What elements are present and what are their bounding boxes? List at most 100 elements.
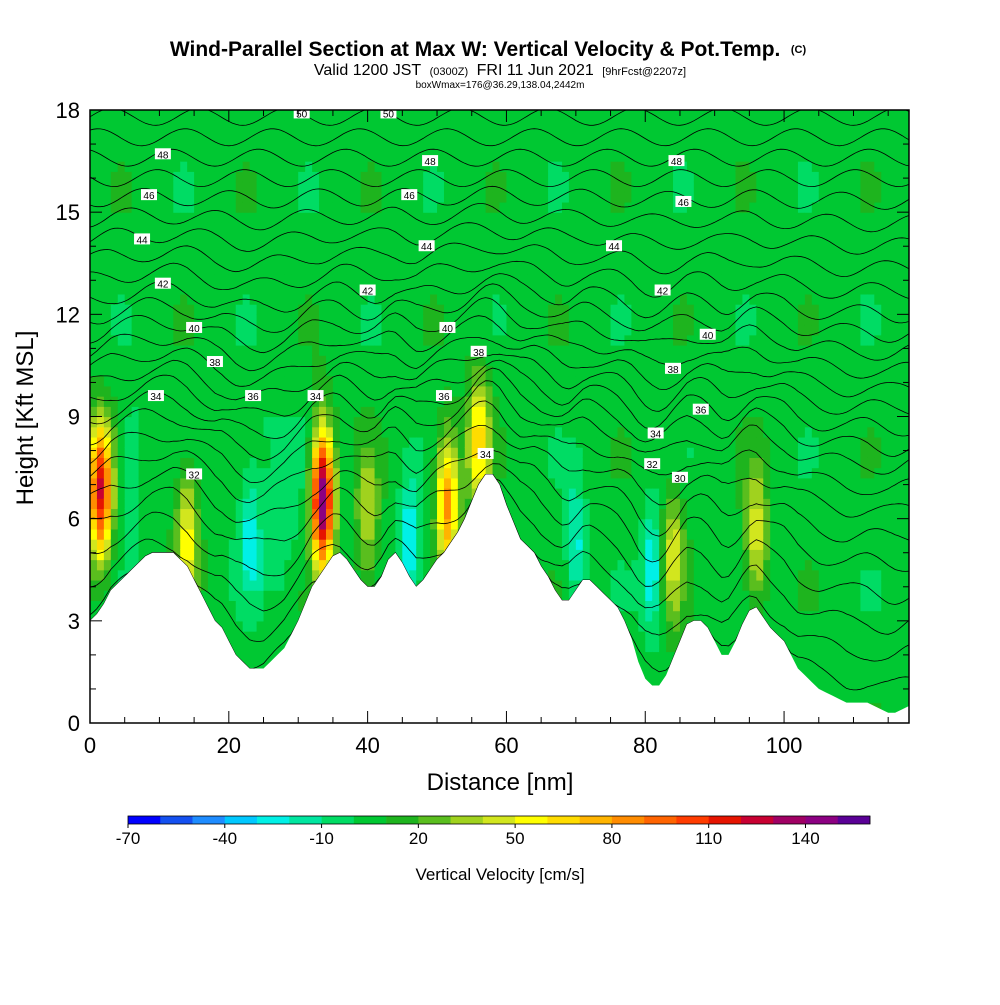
- velocity-cell: [353, 150, 362, 162]
- velocity-cell: [603, 375, 612, 387]
- velocity-cell: [263, 283, 272, 295]
- velocity-cell: [506, 140, 514, 152]
- velocity-cell: [270, 344, 278, 356]
- velocity-cell: [555, 110, 563, 121]
- velocity-cell: [645, 365, 653, 377]
- velocity-cell: [645, 406, 653, 418]
- velocity-cell: [124, 396, 133, 407]
- velocity-cell: [221, 590, 230, 601]
- velocity-cell: [423, 161, 431, 172]
- velocity-cell: [548, 232, 556, 244]
- velocity-cell: [138, 263, 147, 275]
- velocity-cell: [430, 355, 438, 367]
- velocity-cell: [492, 304, 501, 315]
- velocity-cell: [166, 161, 174, 172]
- velocity-cell: [201, 161, 209, 172]
- velocity-cell: [402, 477, 410, 489]
- velocity-cell: [96, 539, 105, 550]
- velocity-cell: [346, 191, 355, 203]
- velocity-cell: [534, 508, 542, 520]
- velocity-cell: [284, 528, 292, 540]
- velocity-cell: [520, 130, 528, 142]
- velocity-cell: [159, 140, 167, 152]
- velocity-cell: [284, 549, 292, 561]
- velocity-cell: [534, 385, 542, 397]
- velocity-cell: [159, 447, 167, 458]
- velocity-cell: [312, 365, 320, 377]
- velocity-cell: [499, 344, 508, 356]
- velocity-cell: [464, 150, 473, 162]
- velocity-cell: [471, 355, 480, 367]
- velocity-cell: [610, 181, 619, 193]
- velocity-cell: [256, 447, 265, 458]
- velocity-cell: [381, 212, 390, 223]
- velocity-cell: [339, 293, 348, 305]
- velocity-cell: [561, 120, 570, 132]
- velocity-cell: [298, 590, 306, 601]
- velocity-cell: [360, 304, 369, 315]
- velocity-cell: [367, 120, 376, 132]
- velocity-cell: [187, 191, 195, 203]
- velocity-cell: [416, 232, 424, 244]
- velocity-cell: [624, 610, 632, 622]
- velocity-cell: [221, 406, 230, 418]
- velocity-cell: [103, 467, 112, 479]
- velocity-cell: [561, 263, 570, 275]
- velocity-cell: [201, 150, 209, 162]
- velocity-cell: [117, 232, 126, 244]
- velocity-cell: [409, 406, 417, 418]
- velocity-cell: [478, 181, 487, 193]
- velocity-cell: [548, 467, 556, 479]
- velocity-cell: [568, 477, 577, 489]
- velocity-cell: [367, 334, 376, 346]
- velocity-cell: [659, 467, 667, 479]
- velocity-cell: [437, 161, 445, 172]
- velocity-cell: [589, 344, 598, 356]
- velocity-cell: [319, 201, 327, 213]
- velocity-cell: [568, 150, 577, 162]
- velocity-cell: [166, 355, 174, 367]
- velocity-cell: [90, 150, 98, 162]
- velocity-cell: [575, 222, 584, 234]
- velocity-cell: [464, 171, 473, 183]
- velocity-cell: [145, 498, 154, 510]
- velocity-cell: [603, 477, 612, 489]
- velocity-cell: [374, 508, 383, 520]
- velocity-cell: [339, 283, 348, 295]
- velocity-cell: [478, 273, 487, 285]
- velocity-cell: [631, 396, 639, 407]
- velocity-cell: [402, 375, 410, 387]
- velocity-cell: [138, 242, 147, 254]
- velocity-cell: [291, 375, 299, 387]
- velocity-cell: [284, 242, 292, 254]
- velocity-cell: [464, 232, 473, 244]
- velocity-cell: [249, 406, 258, 418]
- velocity-cell: [534, 488, 542, 499]
- velocity-cell: [534, 181, 542, 193]
- velocity-cell: [568, 304, 577, 315]
- velocity-cell: [242, 528, 251, 540]
- velocity-cell: [221, 477, 230, 489]
- velocity-cell: [596, 375, 605, 387]
- velocity-cell: [568, 191, 577, 203]
- velocity-cell: [291, 528, 299, 540]
- velocity-cell: [90, 201, 98, 213]
- velocity-cell: [325, 140, 334, 152]
- velocity-cell: [506, 355, 514, 367]
- velocity-cell: [117, 498, 126, 510]
- velocity-cell: [430, 130, 438, 142]
- velocity-cell: [561, 161, 570, 172]
- velocity-cell: [110, 304, 119, 315]
- velocity-cell: [443, 539, 452, 550]
- velocity-cell: [555, 498, 563, 510]
- velocity-cell: [131, 161, 140, 172]
- velocity-cell: [492, 201, 501, 213]
- velocity-cell: [291, 242, 299, 254]
- velocity-cell: [645, 355, 653, 367]
- velocity-cell: [152, 518, 161, 530]
- velocity-cell: [256, 324, 265, 336]
- velocity-cell: [270, 232, 278, 244]
- velocity-cell: [332, 528, 341, 540]
- velocity-cell: [277, 242, 285, 254]
- velocity-cell: [117, 416, 126, 428]
